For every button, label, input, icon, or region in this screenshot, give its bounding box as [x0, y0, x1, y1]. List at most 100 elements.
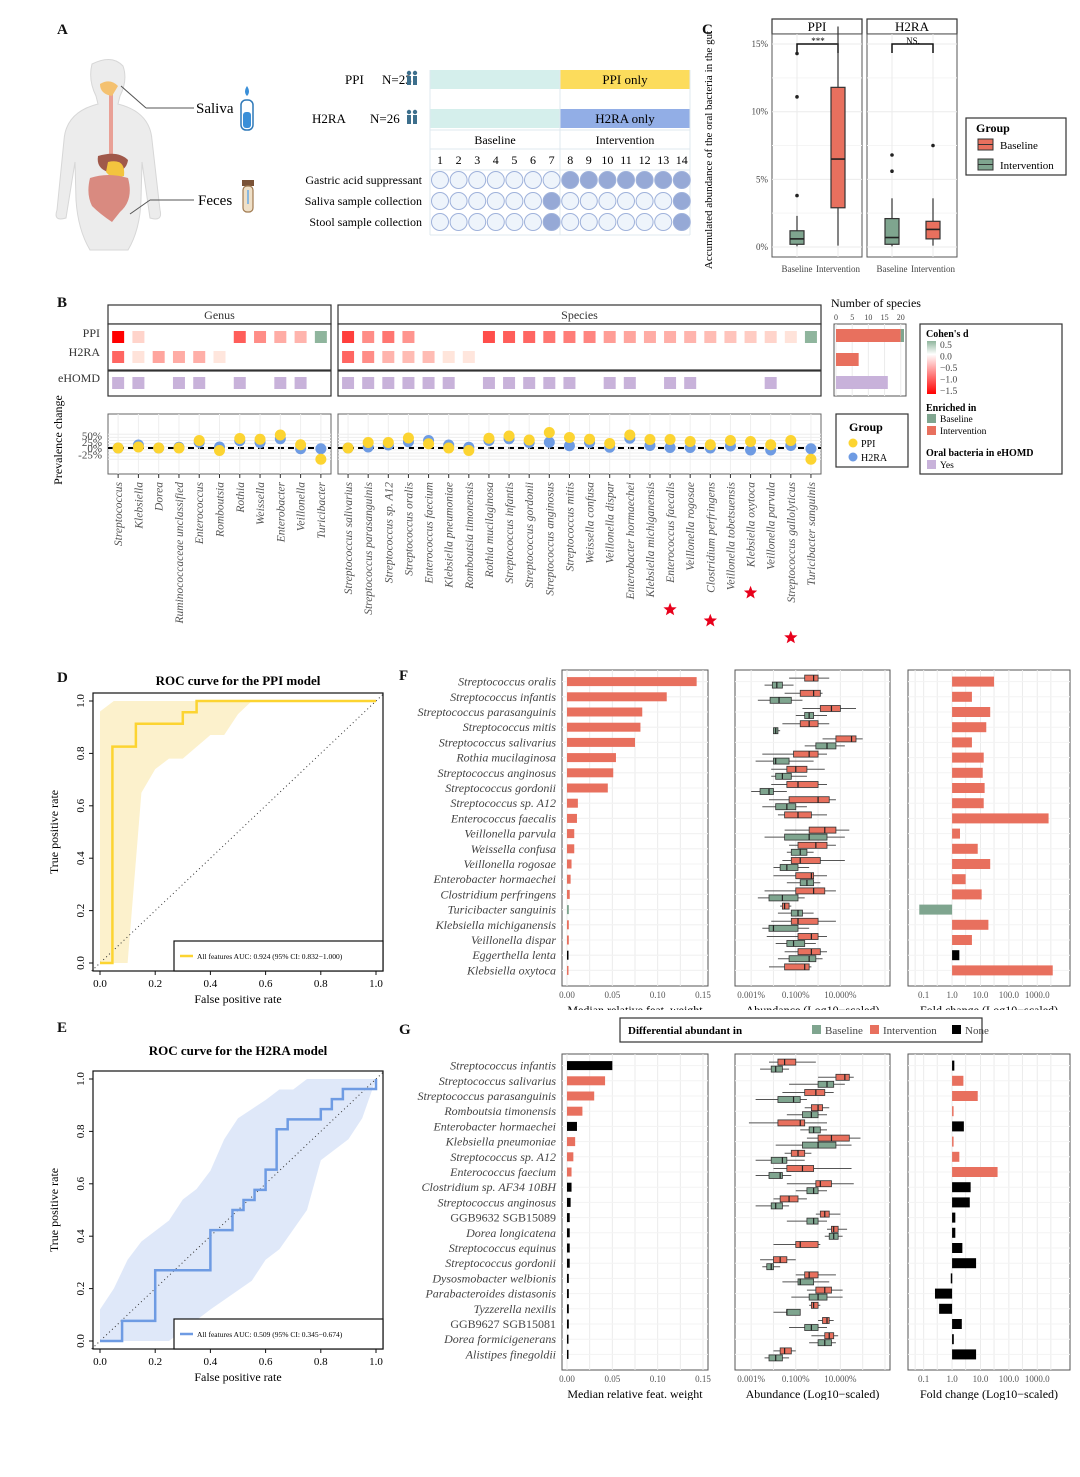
ehomd-cell: [764, 377, 777, 389]
abundance-box: [779, 1347, 792, 1355]
day-label: 1: [437, 153, 443, 167]
day-label: 6: [530, 153, 536, 167]
heatmap-cell-ppi: [503, 331, 516, 343]
fold-change-bar: [952, 1243, 963, 1253]
x-tick-label: 1.0: [369, 1356, 383, 1368]
heatmap-cell-h2ra: [342, 351, 355, 363]
panel-letter-g: G: [399, 1022, 411, 1038]
timepoint-filled: [617, 171, 635, 189]
weight-bar: [567, 737, 635, 747]
weight-bar: [567, 692, 667, 702]
feature-label: Streptococcus sp. A12: [450, 1150, 556, 1164]
legend-box: [619, 1017, 983, 1043]
heatmap-cell-h2ra: [172, 351, 185, 363]
row-label: PPI: [83, 326, 100, 340]
outlier-point: [890, 169, 894, 174]
legend-label: Intervention: [940, 427, 987, 437]
panel-letter-b: B: [57, 295, 68, 311]
feature-label: Veillonella rogosae: [463, 857, 556, 871]
feature-label: Dorea formicigenerans: [443, 1332, 556, 1346]
feature-label: Streptococcus oralis: [458, 675, 556, 689]
feature-label: Weissella confusa: [471, 842, 556, 856]
x-tick-label: 0.15: [695, 990, 711, 1000]
prevalence-point-h2ra: [805, 443, 817, 455]
abundance-box: [808, 826, 837, 834]
abundance-box: [766, 1263, 774, 1271]
taxon-label: Turicibacter: [316, 481, 328, 538]
timepoint-empty: [598, 213, 617, 231]
day-label: 9: [586, 153, 592, 167]
legend-title: Oral bacteria in eHOMD: [926, 448, 1033, 459]
x-tick-label: 1000.0: [1025, 1374, 1050, 1384]
timepoint-empty: [635, 213, 654, 231]
fold-change-bar: [952, 1060, 955, 1071]
prevalence-point-ppi: [684, 436, 696, 447]
significance-bracket: [891, 43, 934, 53]
fold-change-bar: [952, 798, 984, 809]
heatmap-cell-ppi: [294, 331, 307, 343]
abundance-box: [773, 757, 790, 765]
abundance-box: [804, 1271, 819, 1279]
x-tick-label: 10.000%: [824, 990, 857, 1000]
colorbar-tick: −1.5: [940, 387, 957, 397]
prevalence-point-ppi: [234, 433, 246, 444]
taxon-label: Enterococcus faecium: [424, 482, 436, 584]
people-icon: [406, 70, 418, 85]
abundance-box: [835, 1073, 850, 1081]
feature-label: Tyzzerella nexilis: [474, 1302, 557, 1316]
taxon-label: Enterococcus faecalis: [665, 481, 677, 583]
colorbar: [927, 341, 936, 394]
ehomd-cell: [342, 377, 355, 389]
phase-intervention: Intervention: [596, 133, 655, 147]
fold-change-bar: [952, 676, 995, 687]
abundance-box: [810, 1301, 819, 1309]
abundance-box: [795, 1241, 819, 1248]
taxon-label: Veillonella tobetsuensis: [725, 481, 737, 590]
ehomd-panel: [107, 370, 332, 397]
x-tick-label: 0.0: [93, 1356, 107, 1368]
weight-bar: [567, 677, 697, 687]
taxon-label: Streptococcus gallolyticus: [786, 481, 798, 602]
heatmap-cell-ppi: [664, 331, 677, 343]
abundance-box: [819, 705, 841, 712]
fold-change-bar: [952, 874, 966, 885]
bar-h2ra-intervention: [836, 353, 859, 366]
y-tick-label: 0%: [756, 242, 769, 252]
prevalence-point-ppi: [624, 429, 636, 441]
taxon-label: Clostridium perfringens: [705, 481, 717, 592]
prevalence-point-ppi: [584, 433, 596, 445]
ehomd-cell: [112, 377, 125, 389]
legend-label: PPI: [861, 439, 875, 450]
weight-bar: [567, 844, 575, 854]
weight-bar: [567, 1076, 606, 1086]
x-axis-label: False positive rate: [194, 992, 281, 1006]
b-ylabel: Prevalence change: [51, 395, 65, 485]
heatmap-cell-ppi: [543, 331, 556, 343]
fold-change-bar: [952, 935, 972, 945]
x-axis-label: Abundance (Log10−scaled): [746, 1387, 880, 1400]
bar-ehomd: [836, 376, 888, 389]
prevalence-point-ppi: [523, 434, 535, 446]
x-tick-label: 0.10: [650, 990, 666, 1000]
confidence-band: [100, 701, 376, 963]
heatmap-cell-ppi: [704, 331, 717, 343]
ehomd-cell: [482, 377, 495, 389]
x-axis-label: Abundance (Log10−scaled): [746, 1003, 880, 1010]
fold-change-bar: [952, 767, 983, 778]
heatmap-cell-ppi: [563, 331, 576, 343]
day-label: 14: [676, 153, 688, 167]
prevalence-point-ppi: [362, 437, 374, 448]
weight-bar: [567, 1152, 574, 1162]
heatmap-cell-ppi: [744, 331, 757, 343]
weight-bar: [567, 1319, 569, 1329]
heatmap-cell-h2ra: [152, 351, 165, 363]
heatmap-cell-h2ra: [362, 351, 375, 363]
heatmap-cell-ppi: [132, 331, 145, 343]
timepoint-empty: [449, 213, 468, 231]
taxon-label: Streptococcus parasanguinis: [363, 481, 375, 614]
fold-change-bar: [952, 1182, 971, 1193]
ehomd-cell: [442, 377, 455, 389]
fold-change-bar: [952, 813, 1049, 824]
abundance-box: [793, 750, 819, 758]
y-tick-label: 0.0: [75, 956, 87, 970]
